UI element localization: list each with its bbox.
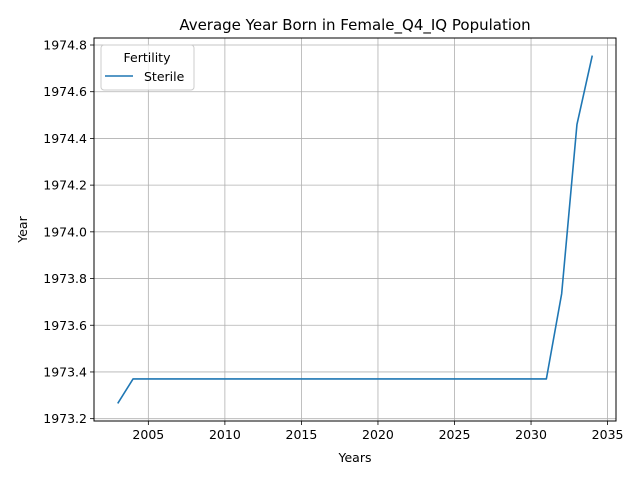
y-tick-label: 1974.2 (43, 178, 87, 193)
series-layer (117, 55, 594, 404)
y-tick-label: 1974.4 (43, 131, 87, 146)
x-tick-label: 2035 (592, 427, 624, 442)
legend-box (100, 44, 195, 91)
grid (94, 38, 616, 421)
legend-title: Fertility (124, 50, 172, 65)
legend-entry-sterile: Sterile (144, 69, 185, 84)
y-tick-label: 1974.8 (43, 38, 87, 53)
y-tick-label: 1974.0 (43, 224, 87, 239)
y-axis-ticks: 1973.2 1973.4 1973.6 1973.8 1974.0 1974.2 1974… (43, 38, 94, 426)
plot-area-frame (93, 37, 617, 422)
x-axis-label: Years (338, 450, 372, 465)
x-axis-ticks: 2005 2010 2015 2020 2025 2030 2035 (132, 421, 623, 442)
series-line-sterile (117, 55, 594, 404)
y-tick-label: 1974.6 (43, 84, 87, 99)
y-tick-label: 1973.4 (43, 364, 87, 379)
x-tick-label: 2030 (515, 427, 547, 442)
y-tick-label: 1973.2 (43, 411, 87, 426)
chart-title: Average Year Born in Female_Q4_IQ Popula… (179, 16, 530, 35)
x-tick-label: 2025 (439, 427, 471, 442)
y-tick-label: 1973.8 (43, 271, 87, 286)
x-tick-label: 2010 (209, 427, 241, 442)
x-tick-label: 2015 (286, 427, 318, 442)
y-tick-label: 1973.6 (43, 318, 87, 333)
y-axis-label: Year (15, 215, 30, 243)
legend: Fertility Sterile (100, 44, 195, 91)
x-tick-label: 2005 (132, 427, 164, 442)
x-tick-label: 2020 (362, 427, 394, 442)
